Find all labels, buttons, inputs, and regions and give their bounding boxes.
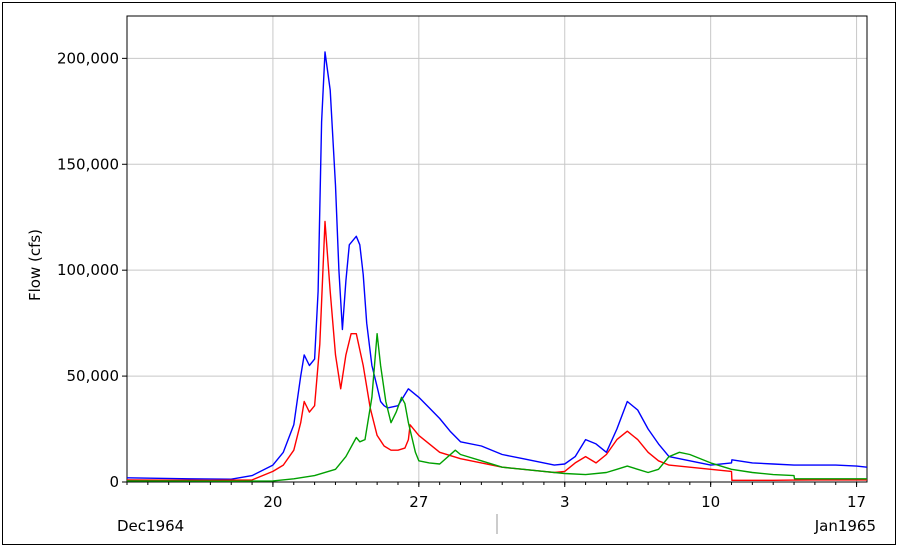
x-tick-label: 10 <box>701 493 720 511</box>
period-label-jan1965: Jan1965 <box>814 517 876 535</box>
series-line-2 <box>126 220 867 481</box>
period-label-dec1964: Dec1964 <box>117 517 184 535</box>
series-line-3 <box>126 333 867 482</box>
y-tick-label: 0 <box>109 473 119 491</box>
x-tick-label: 27 <box>409 493 428 511</box>
y-tick-label: 150,000 <box>57 155 119 173</box>
x-tick-label: 3 <box>560 493 570 511</box>
y-tick-label: 50,000 <box>67 367 120 385</box>
x-tick-label: 20 <box>263 493 282 511</box>
y-tick-label: 200,000 <box>57 49 119 67</box>
plot-area-border <box>126 15 868 483</box>
axis-layer: 0 50,000 100,000 150,000 200,000 20 27 3 10 17 <box>57 49 866 511</box>
grid-lines <box>127 16 867 482</box>
series-layer <box>126 51 868 482</box>
series-line-1 <box>126 51 868 480</box>
y-tick-label: 100,000 <box>57 261 119 279</box>
y-axis-label: Flow (cfs) <box>26 229 44 301</box>
x-tick-label: 17 <box>847 493 866 511</box>
